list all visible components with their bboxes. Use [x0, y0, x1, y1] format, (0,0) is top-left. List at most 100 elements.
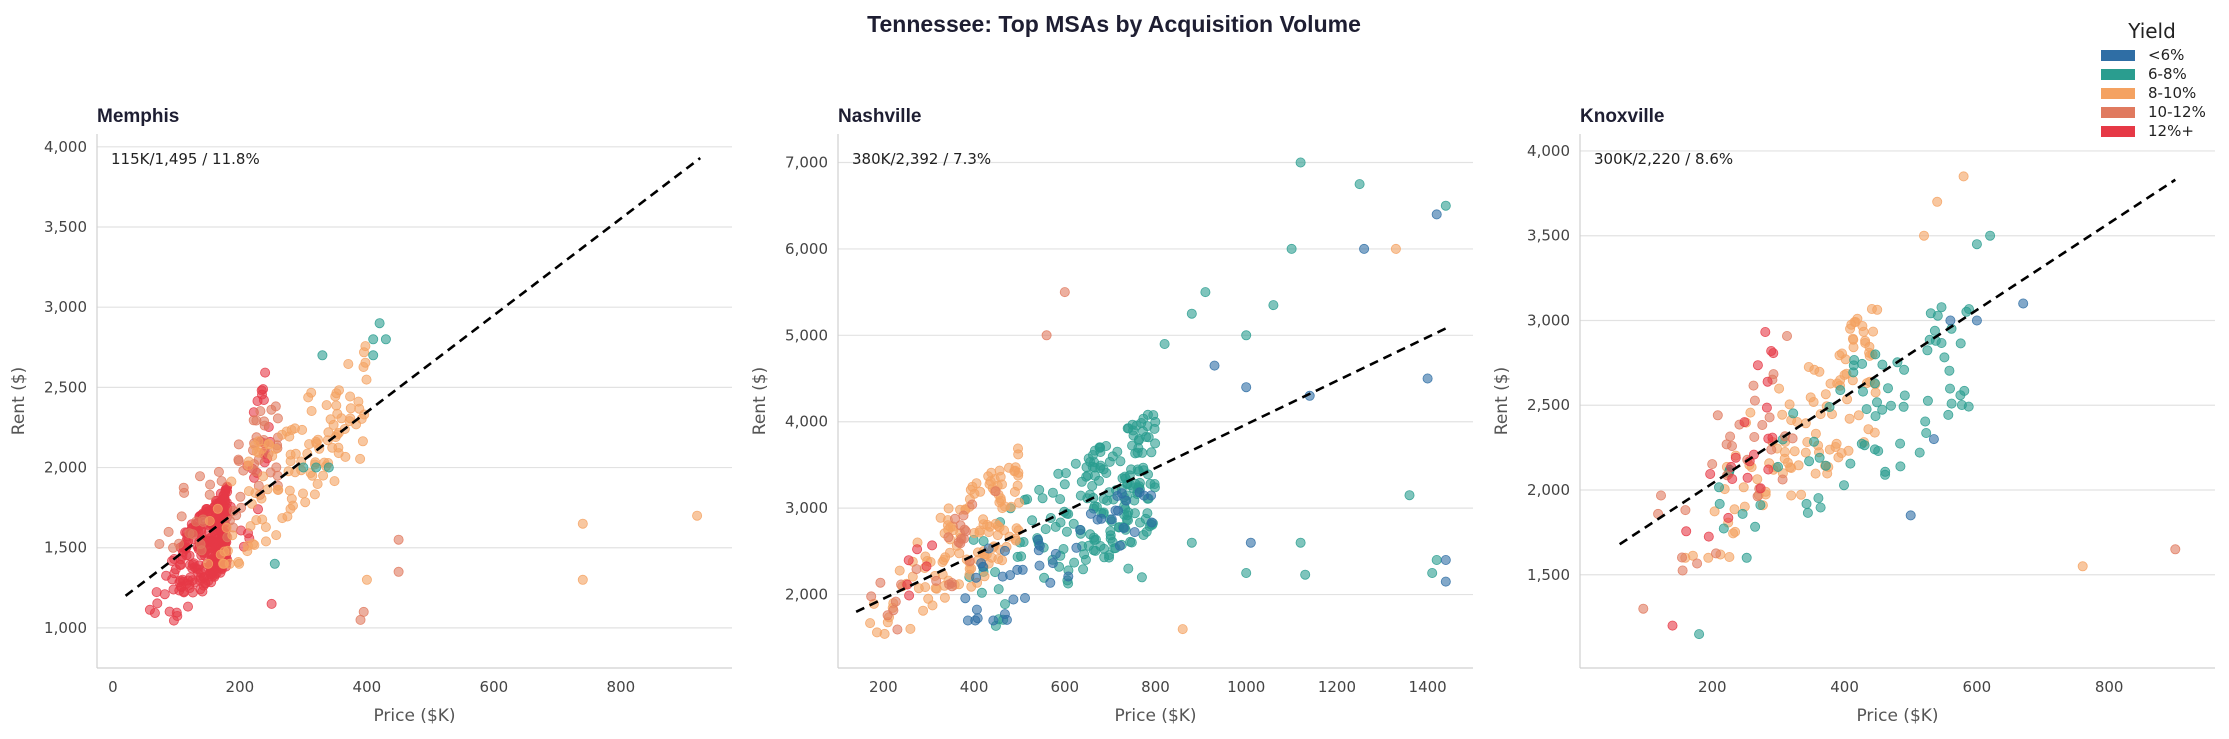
data-point: [978, 536, 989, 547]
data-point: [1857, 358, 1868, 369]
data-point: [1105, 530, 1116, 541]
data-point: [1705, 468, 1716, 479]
data-point: [243, 460, 254, 471]
data-point: [332, 408, 343, 419]
data-point: [1768, 369, 1779, 380]
data-point: [1813, 493, 1824, 504]
data-point: [1788, 408, 1799, 419]
data-point: [1085, 508, 1096, 519]
data-point: [1241, 382, 1252, 393]
panel-title: Memphis: [97, 106, 179, 127]
data-point: [1034, 484, 1045, 495]
x-tick-label: 200: [1698, 678, 1727, 696]
data-point: [997, 479, 1008, 490]
y-tick-label: 2,500: [44, 378, 87, 396]
data-point: [1714, 482, 1725, 493]
data-point: [355, 453, 366, 464]
data-point: [1727, 473, 1738, 484]
data-point: [1694, 629, 1705, 640]
trend-line: [124, 157, 702, 597]
data-point: [1738, 482, 1749, 493]
data-point: [205, 479, 216, 490]
data-point: [927, 600, 938, 611]
data-point: [1014, 497, 1025, 508]
data-point: [1070, 458, 1081, 469]
data-point: [287, 500, 298, 511]
data-point: [1063, 571, 1074, 582]
y-tick-label: 3,000: [44, 298, 87, 316]
data-point: [1868, 326, 1879, 337]
data-point: [1106, 514, 1117, 525]
data-point: [1749, 431, 1760, 442]
data-point: [1861, 404, 1872, 415]
data-point: [1116, 488, 1127, 499]
data-point: [1820, 389, 1831, 400]
x-tick-label: 800: [2095, 678, 2124, 696]
data-point: [1047, 487, 1058, 498]
data-point: [1150, 438, 1161, 449]
data-point: [1041, 330, 1052, 341]
data-point: [1944, 365, 1955, 376]
data-point: [321, 400, 332, 411]
data-point: [1104, 456, 1115, 467]
data-point: [331, 400, 342, 411]
legend-swatch: [2101, 69, 2135, 80]
data-point: [204, 489, 215, 500]
data-point: [1755, 499, 1766, 510]
data-point: [1118, 523, 1129, 534]
data-point: [1149, 423, 1160, 434]
y-tick-label: 2,500: [1527, 396, 1570, 414]
data-point: [1680, 505, 1691, 516]
data-point: [277, 513, 288, 524]
data-point: [1810, 468, 1821, 479]
data-point: [1390, 243, 1401, 254]
data-point: [946, 578, 957, 589]
data-point: [1850, 316, 1861, 327]
data-point: [177, 574, 188, 585]
data-point: [905, 623, 916, 634]
data-point: [1667, 620, 1678, 631]
data-point: [250, 466, 261, 477]
data-point: [329, 476, 340, 487]
data-point: [1873, 445, 1884, 456]
data-point: [1027, 515, 1038, 526]
data-point: [1143, 432, 1154, 443]
data-point: [865, 618, 876, 629]
data-point: [248, 415, 259, 426]
data-point: [1749, 395, 1760, 406]
data-point: [255, 406, 266, 417]
data-point: [343, 358, 354, 369]
data-point: [1801, 498, 1812, 509]
data-point: [1739, 417, 1750, 428]
data-point: [2018, 298, 2029, 309]
data-point: [1115, 456, 1126, 467]
data-point: [1286, 243, 1297, 254]
data-point: [1020, 593, 1031, 604]
data-point: [1013, 443, 1024, 454]
data-point: [1774, 383, 1785, 394]
data-point: [1354, 179, 1365, 190]
data-point: [1814, 452, 1825, 463]
y-tick-label: 5,000: [785, 326, 828, 344]
data-point: [2077, 561, 2088, 572]
data-point: [1186, 537, 1197, 548]
data-point: [1300, 569, 1311, 580]
data-point: [1146, 517, 1157, 528]
data-point: [1763, 464, 1774, 475]
data-point: [259, 416, 270, 427]
legend-label: 8-10%: [2148, 84, 2196, 102]
data-point: [1899, 390, 1910, 401]
data-point: [151, 587, 162, 598]
data-point: [1033, 534, 1044, 545]
data-point: [993, 584, 1004, 595]
y-tick-label: 4,000: [1527, 142, 1570, 160]
data-point: [1803, 361, 1814, 372]
panel-title: Nashville: [838, 106, 921, 127]
data-point: [937, 557, 948, 568]
data-point: [918, 605, 929, 616]
data-point: [971, 478, 982, 489]
data-point: [921, 561, 932, 572]
x-tick-label: 400: [960, 678, 989, 696]
data-point: [1703, 552, 1714, 563]
data-point: [1802, 507, 1813, 518]
